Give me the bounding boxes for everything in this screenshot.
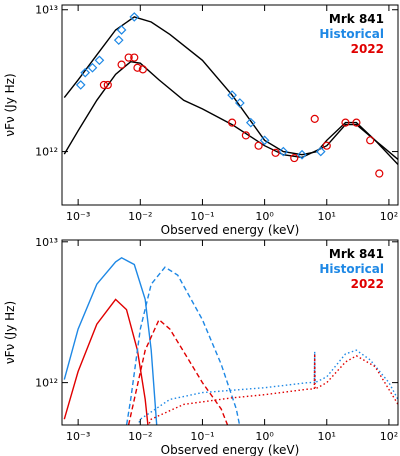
x-tick-label: 10⁻³ bbox=[66, 430, 90, 443]
x-tick-label: 10² bbox=[380, 430, 398, 443]
x-tick-label: 10² bbox=[380, 210, 398, 223]
series-line bbox=[63, 256, 158, 425]
marker bbox=[241, 131, 250, 140]
x-tick-label: 10¹ bbox=[318, 210, 336, 223]
panel: 10⁻³ 10⁻² 10⁻¹ 10⁰ 10¹ 10² 10¹² 10¹³ Observed en… bbox=[3, 236, 399, 456]
x-tick-label: 10⁻¹ bbox=[190, 210, 214, 223]
marker bbox=[130, 53, 139, 62]
x-tick-label: 10⁰ bbox=[255, 210, 274, 223]
marker bbox=[129, 12, 140, 22]
y-axis-label: νFν (Jy Hz) bbox=[3, 301, 17, 364]
x-tick-label: 10⁻² bbox=[128, 210, 152, 223]
legend-label: 2022 bbox=[351, 277, 384, 291]
marker bbox=[375, 169, 384, 178]
series-line bbox=[63, 60, 398, 165]
marker bbox=[315, 146, 326, 157]
marker bbox=[352, 118, 361, 127]
series-line bbox=[127, 318, 229, 425]
series-line bbox=[137, 349, 398, 425]
marker bbox=[116, 25, 127, 35]
y-axis-label: νFν (Jy Hz) bbox=[3, 73, 17, 136]
marker bbox=[228, 118, 237, 127]
marker bbox=[310, 114, 319, 123]
marker bbox=[235, 98, 245, 108]
marker bbox=[87, 62, 98, 73]
marker bbox=[133, 63, 142, 72]
marker bbox=[278, 146, 289, 157]
marker bbox=[297, 149, 307, 160]
marker bbox=[138, 65, 147, 74]
marker bbox=[113, 35, 124, 46]
marker bbox=[103, 80, 112, 90]
marker bbox=[117, 60, 126, 69]
legend-label: Historical bbox=[319, 27, 384, 41]
legend-title: Mrk 841 bbox=[329, 12, 384, 26]
marker bbox=[322, 141, 331, 150]
x-tick-label: 10⁻³ bbox=[66, 210, 90, 223]
x-tick-label: 10⁻² bbox=[128, 430, 152, 443]
x-axis-label: Observed energy (keV) bbox=[161, 223, 300, 237]
series-line bbox=[63, 16, 398, 160]
marker bbox=[227, 90, 237, 100]
marker bbox=[366, 136, 375, 145]
y-tick-label: 10¹² bbox=[35, 146, 58, 159]
marker bbox=[94, 55, 105, 66]
marker bbox=[75, 80, 86, 90]
legend-label: 2022 bbox=[351, 42, 384, 56]
y-tick-label: 10¹² bbox=[35, 377, 58, 390]
marker bbox=[245, 117, 256, 128]
marker bbox=[341, 118, 350, 127]
axes-frame bbox=[61, 239, 399, 426]
marker bbox=[271, 148, 280, 157]
x-tick-label: 10⁻¹ bbox=[190, 430, 214, 443]
panel: 10⁻³ 10⁻² 10⁻¹ 10⁰ 10¹ 10² 10¹² 10¹³ Observed en… bbox=[3, 4, 399, 237]
marker bbox=[259, 135, 270, 146]
x-tick-label: 10⁰ bbox=[255, 430, 274, 443]
x-tick-label: 10¹ bbox=[318, 430, 336, 443]
series-line bbox=[125, 266, 241, 425]
marker bbox=[99, 80, 109, 90]
axes-frame bbox=[61, 4, 399, 206]
plot-area bbox=[63, 12, 398, 178]
marker bbox=[254, 141, 263, 150]
marker bbox=[124, 53, 133, 62]
series-line bbox=[147, 353, 398, 425]
legend-title: Mrk 841 bbox=[329, 247, 384, 261]
y-tick-label: 10¹³ bbox=[35, 236, 58, 249]
y-tick-label: 10¹³ bbox=[35, 4, 58, 17]
series-line bbox=[63, 298, 149, 425]
marker bbox=[290, 153, 299, 163]
plot-area bbox=[63, 256, 398, 425]
x-axis-label: Observed energy (keV) bbox=[161, 443, 300, 456]
marker bbox=[80, 67, 91, 78]
legend-label: Historical bbox=[319, 262, 384, 276]
